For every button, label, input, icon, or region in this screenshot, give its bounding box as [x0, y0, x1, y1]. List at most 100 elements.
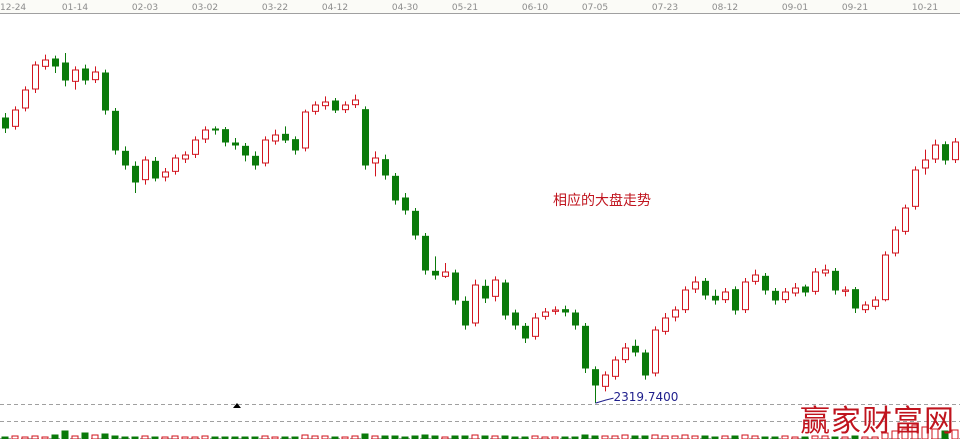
volume-bar [211, 436, 219, 439]
volume-bar [561, 436, 569, 439]
volume-bar [11, 435, 19, 439]
volume-bar [771, 436, 779, 439]
candle [212, 126, 219, 135]
volume-bar [941, 430, 949, 439]
volume-bar [161, 436, 169, 439]
candle [22, 86, 29, 112]
volume-bar [531, 435, 539, 439]
date-tick-label: 02-03 [132, 3, 158, 13]
volume-bar [741, 434, 749, 439]
low-marker-line [595, 397, 614, 404]
candle-body [862, 304, 869, 311]
candle-body [462, 300, 469, 326]
volume-bar [851, 435, 859, 439]
volume-bar [681, 434, 689, 439]
candle-body [132, 165, 139, 183]
candle [372, 151, 379, 177]
volume-bar [881, 432, 889, 439]
date-tick-label: 06-10 [522, 3, 548, 13]
candle-body [422, 235, 429, 271]
candle [452, 269, 459, 305]
candle-body [332, 100, 339, 111]
volume-bar [131, 436, 139, 439]
volume-bar [551, 436, 559, 439]
candle [472, 279, 479, 327]
candle-body [382, 159, 389, 176]
candle-body [242, 145, 249, 156]
volume-bar [101, 433, 109, 439]
volume-bar [451, 435, 459, 439]
volume-bar [301, 434, 309, 439]
volume-bar [621, 434, 629, 439]
volume-bar [71, 435, 79, 439]
volume-bar [901, 428, 909, 439]
candle-body [42, 59, 49, 67]
candle-body [502, 282, 509, 316]
volume-bar [701, 435, 709, 439]
candle-body [812, 271, 819, 292]
volume-bar [471, 434, 479, 439]
volume-bar [611, 435, 619, 439]
candle-body [102, 72, 109, 111]
candle-body [562, 309, 569, 313]
candle-body [642, 352, 649, 376]
date-tick-label: 09-01 [782, 3, 808, 13]
candle-body [672, 309, 679, 318]
date-tick-label: 08-12 [712, 3, 738, 13]
volume-bar [641, 435, 649, 439]
candle [762, 273, 769, 295]
volume-bar [711, 436, 719, 439]
candle-body [792, 287, 799, 294]
candle-body [202, 129, 209, 140]
candle [222, 127, 229, 147]
candle [502, 279, 509, 320]
candle-body [512, 312, 519, 326]
candle [172, 154, 179, 175]
candle-body [82, 68, 89, 81]
candle-body [12, 109, 19, 127]
candle-body [342, 104, 349, 111]
candle [902, 204, 909, 235]
volume-bar [1, 436, 9, 439]
date-tick-label: 04-12 [322, 3, 348, 13]
volume-bar [261, 435, 269, 439]
volume-bar [61, 430, 69, 439]
date-tick-label: 03-02 [192, 3, 218, 13]
candle-body [362, 109, 369, 166]
candle-body [522, 325, 529, 339]
candle-body [122, 150, 129, 166]
date-axis-band [0, 0, 960, 13]
candle-body [782, 291, 789, 301]
candle [402, 193, 409, 215]
volume-bars [1, 424, 959, 439]
candle-body [272, 134, 279, 142]
candle [462, 296, 469, 330]
candle [572, 309, 579, 330]
candle [482, 279, 489, 303]
watermark-logo: 赢家财富网 [800, 404, 955, 439]
volume-bar [221, 436, 229, 439]
volume-bar [601, 435, 609, 439]
volume-bar [151, 436, 159, 439]
candle [912, 166, 919, 210]
date-tick-label: 05-21 [452, 3, 478, 13]
candle [862, 301, 869, 313]
volume-bar [251, 436, 259, 439]
volume-bar [721, 435, 729, 439]
candle [132, 161, 139, 193]
candle [702, 278, 709, 300]
candle [852, 287, 859, 313]
candle [652, 326, 659, 377]
candle-body [772, 290, 779, 301]
volume-bar [931, 428, 939, 439]
candle [742, 278, 749, 313]
candle-body [262, 139, 269, 164]
candle-body [112, 110, 119, 151]
volume-bar [171, 435, 179, 439]
candle [732, 286, 739, 315]
candle [272, 129, 279, 145]
candle [562, 305, 569, 317]
candle-body [552, 309, 559, 312]
candle-body [912, 169, 919, 207]
volume-bar [831, 436, 839, 439]
